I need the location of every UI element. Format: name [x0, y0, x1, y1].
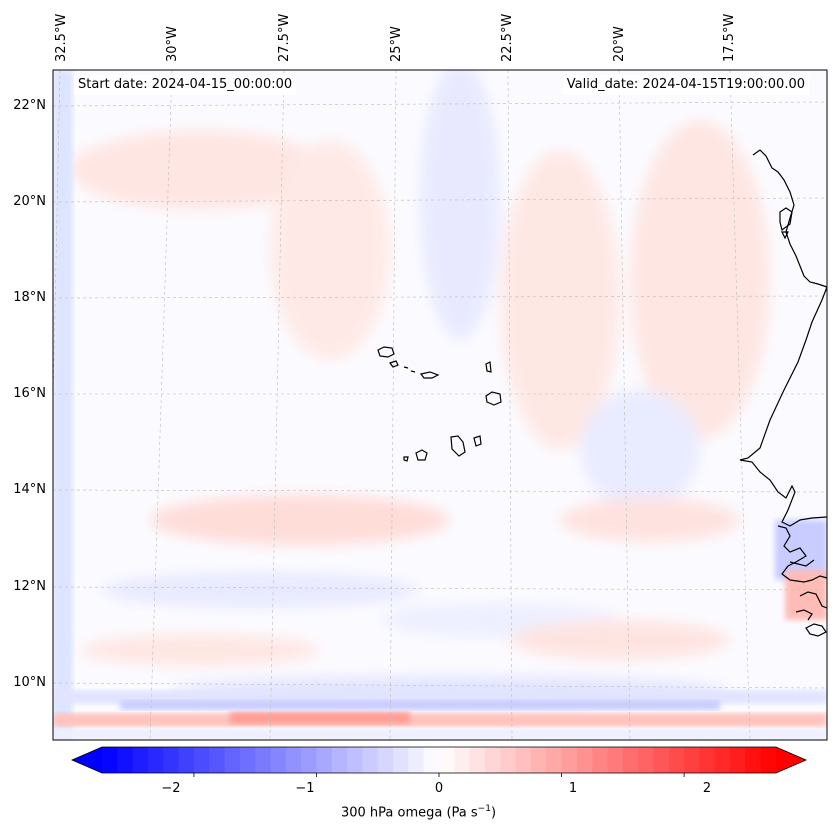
lon-label: 20°W [612, 26, 627, 62]
colorbar-tick-label: 2 [702, 781, 712, 796]
colorbar-segment [530, 747, 547, 773]
colorbar-segment [592, 747, 609, 773]
colorbar-segment [561, 747, 578, 773]
colorbar-segment [331, 747, 348, 773]
coastline [377, 149, 828, 637]
colorbar-segment [102, 747, 118, 773]
colorbar-segment [239, 747, 256, 773]
lat-label: 14°N [13, 482, 46, 497]
lat-label: 10°N [13, 675, 46, 690]
lon-label: 32.5°W [54, 13, 69, 62]
colorbar-segment [699, 747, 716, 773]
colorbar-tick-label: −2 [161, 781, 181, 796]
colorbar-segment [362, 747, 379, 773]
lon-label: 17.5°W [722, 13, 737, 62]
colorbar-tick-label: 0 [434, 781, 444, 796]
omega-field [53, 70, 827, 740]
colorbar-segment [576, 747, 593, 773]
lat-label: 22°N [13, 98, 46, 113]
colorbar-outline [70, 746, 808, 774]
colorbar-segment [745, 747, 762, 773]
colorbar-segment [301, 747, 318, 773]
map-frame [52, 69, 828, 741]
colorbar-segment [484, 747, 501, 773]
lat-label: 12°N [13, 579, 46, 594]
colorbar-extend-max [776, 747, 806, 773]
start-date-label: Start date: 2024-04-15_00:00:00 [74, 75, 297, 95]
colorbar-segment [714, 747, 731, 773]
colorbar-segment [408, 747, 425, 773]
colorbar-segment [653, 747, 670, 773]
colorbar-segment [255, 747, 272, 773]
colorbar-segment [209, 747, 226, 773]
lat-label: 18°N [13, 290, 46, 305]
colorbar-segment [285, 747, 302, 773]
colorbar-segment [178, 747, 195, 773]
colorbar-segment [684, 747, 701, 773]
colorbar-segment [147, 747, 164, 773]
lon-label: 25°W [389, 26, 404, 62]
colorbar-segment [760, 747, 777, 773]
colorbar-segment [393, 747, 409, 773]
lon-label: 27.5°W [277, 13, 292, 62]
colorbar [70, 746, 808, 777]
colorbar-segment [132, 747, 149, 773]
colorbar-segment [515, 747, 532, 773]
colorbar-segment [316, 747, 333, 773]
colorbar-extend-min [72, 747, 102, 773]
colorbar-segment [377, 747, 394, 773]
lon-label: 22.5°W [500, 13, 515, 62]
colorbar-segment [607, 747, 624, 773]
colorbar-segment [423, 747, 440, 773]
colorbar-segment [546, 747, 563, 773]
colorbar-segment [454, 747, 471, 773]
colorbar-segment [347, 747, 364, 773]
valid-date-label: Valid_date: 2024-04-15T19:00:00.00 [562, 75, 809, 95]
colorbar-segment [622, 747, 639, 773]
lat-label: 16°N [13, 386, 46, 401]
lon-label: 30°W [165, 26, 180, 62]
colorbar-tick-label: −1 [295, 781, 315, 796]
colorbar-tick-label: 1 [568, 781, 578, 796]
colorbar-segment [117, 747, 134, 773]
colorbar-segment [439, 747, 455, 773]
colorbar-segment [638, 747, 655, 773]
colorbar-segment [163, 747, 180, 773]
graticule [53, 70, 827, 740]
colorbar-segment [500, 747, 517, 773]
lat-label: 20°N [13, 194, 46, 209]
colorbar-segment [270, 747, 287, 773]
colorbar-segment [730, 747, 746, 773]
colorbar-segment [193, 747, 210, 773]
colorbar-segment [668, 747, 685, 773]
colorbar-segment [224, 747, 241, 773]
colorbar-segment [469, 747, 486, 773]
colorbar-label: 300 hPa omega (Pa s−1) [340, 804, 497, 821]
